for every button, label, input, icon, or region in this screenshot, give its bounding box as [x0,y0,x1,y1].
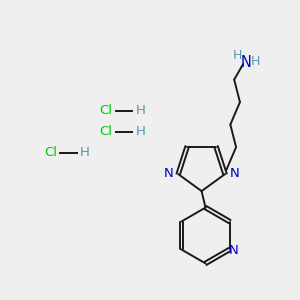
Text: N: N [240,55,251,70]
Text: H: H [136,104,146,118]
Text: N: N [230,167,239,180]
Text: Cl: Cl [100,125,112,139]
Text: Cl: Cl [44,146,57,160]
Text: Cl: Cl [100,104,112,118]
Text: H: H [250,55,260,68]
Text: N: N [164,167,174,180]
Text: H: H [233,49,242,62]
Text: H: H [136,125,146,139]
Text: N: N [229,244,239,257]
Text: H: H [80,146,90,160]
